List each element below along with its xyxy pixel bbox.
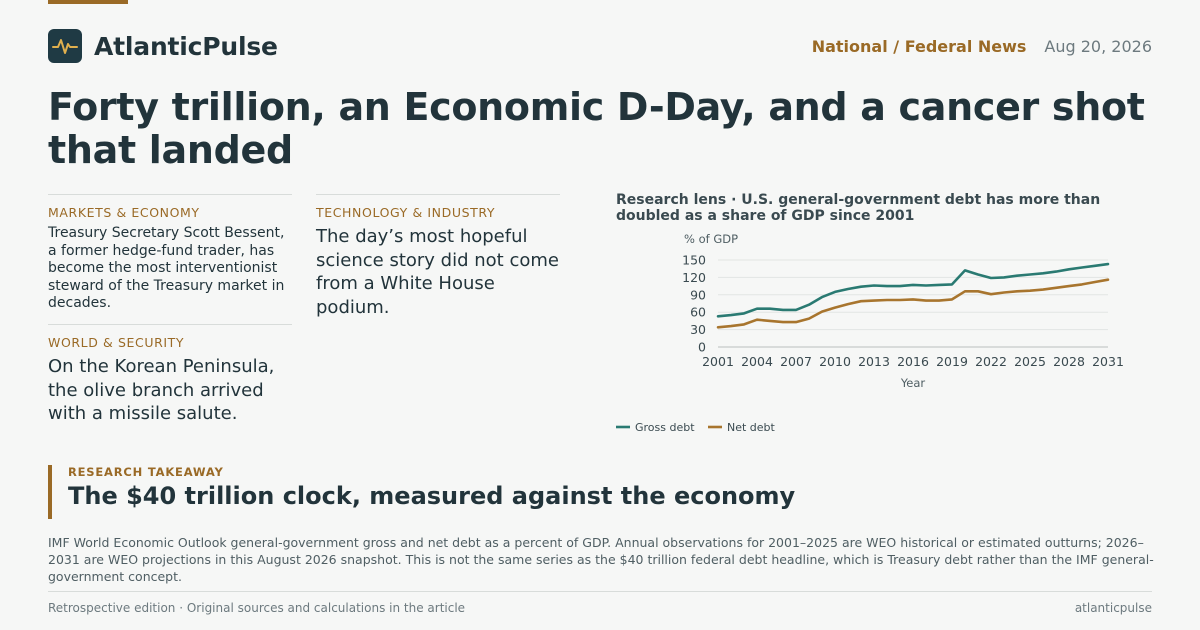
section-link[interactable]: National / Federal News xyxy=(811,36,1027,56)
y-tick-label: 0 xyxy=(698,340,706,355)
x-tick-label: 2031 xyxy=(1092,354,1124,369)
y-tick-label: 120 xyxy=(682,270,706,285)
brand-name: AtlanticPulse xyxy=(94,31,278,61)
pulse-icon xyxy=(48,29,82,63)
story-text: On the Korean Peninsula, the olive branc… xyxy=(48,356,275,424)
story-kicker: MARKETS & ECONOMY xyxy=(48,205,200,220)
takeaway-kicker: RESEARCH TAKEAWAY xyxy=(68,465,224,479)
x-tick-label: 2004 xyxy=(741,354,773,369)
series-line-gross-debt xyxy=(716,262,1110,318)
y-axis-label: % of GDP xyxy=(684,232,738,246)
brand[interactable]: AtlanticPulse xyxy=(48,29,278,63)
story-kicker: WORLD & SECURITY xyxy=(48,335,185,350)
x-tick-label: 2001 xyxy=(702,354,734,369)
x-tick-label: 2010 xyxy=(819,354,851,369)
debt-chart: % of GDP 0 30 60 90 120 150 2001 2004 2007 2010 201… xyxy=(616,232,1124,434)
footer-edition: Retrospective edition · Original sources… xyxy=(48,601,466,615)
research-takeaway: RESEARCH TAKEAWAY The $40 trillion clock… xyxy=(48,465,795,519)
publish-date: Aug 20, 2026 xyxy=(1044,36,1152,56)
x-tick-label: 2028 xyxy=(1053,354,1085,369)
chart-title: Research lens · U.S. general-government … xyxy=(616,192,1101,224)
x-tick-label: 2007 xyxy=(780,354,812,369)
y-tick-label: 150 xyxy=(682,253,706,268)
story-kicker: TECHNOLOGY & INDUSTRY xyxy=(316,205,496,220)
x-tick-label: 2013 xyxy=(858,354,890,369)
page-footer: Retrospective edition · Original sources… xyxy=(48,591,1152,615)
methodology-note: IMF World Economic Outlook general-gover… xyxy=(48,535,1154,584)
page-title: Forty trillion, an Economic D-Day, and a… xyxy=(48,85,1145,172)
site-header: AtlanticPulse National / Federal News Au… xyxy=(48,29,1152,63)
story-technology-industry[interactable]: TECHNOLOGY & INDUSTRY The day’s most hop… xyxy=(316,194,560,319)
footer-site[interactable]: atlanticpulse xyxy=(1074,601,1152,615)
header-meta: National / Federal News Aug 20, 2026 xyxy=(812,37,1152,56)
story-markets-economy[interactable]: MARKETS & ECONOMY Treasury Secretary Sco… xyxy=(48,194,292,313)
y-tick-label: 60 xyxy=(690,305,706,320)
series-line-net-debt xyxy=(716,278,1110,329)
y-tick-label: 90 xyxy=(690,287,706,302)
x-tick-label: 2019 xyxy=(936,354,968,369)
legend-label: Net debt xyxy=(727,421,776,434)
story-text: Treasury Secretary Scott Bessent, a form… xyxy=(48,225,285,311)
story-world-security[interactable]: WORLD & SECURITY On the Korean Peninsula… xyxy=(48,324,292,426)
x-axis-label: Year xyxy=(900,376,926,390)
x-tick-label: 2016 xyxy=(897,354,929,369)
y-tick-label: 30 xyxy=(690,322,706,337)
x-tick-label: 2022 xyxy=(975,354,1007,369)
takeaway-title: The $40 trillion clock, measured against… xyxy=(68,482,796,510)
x-tick-label: 2025 xyxy=(1014,354,1046,369)
legend-label: Gross debt xyxy=(635,421,695,434)
story-text: The day’s most hopeful science story did… xyxy=(316,226,559,318)
top-accent-bar xyxy=(48,0,128,4)
